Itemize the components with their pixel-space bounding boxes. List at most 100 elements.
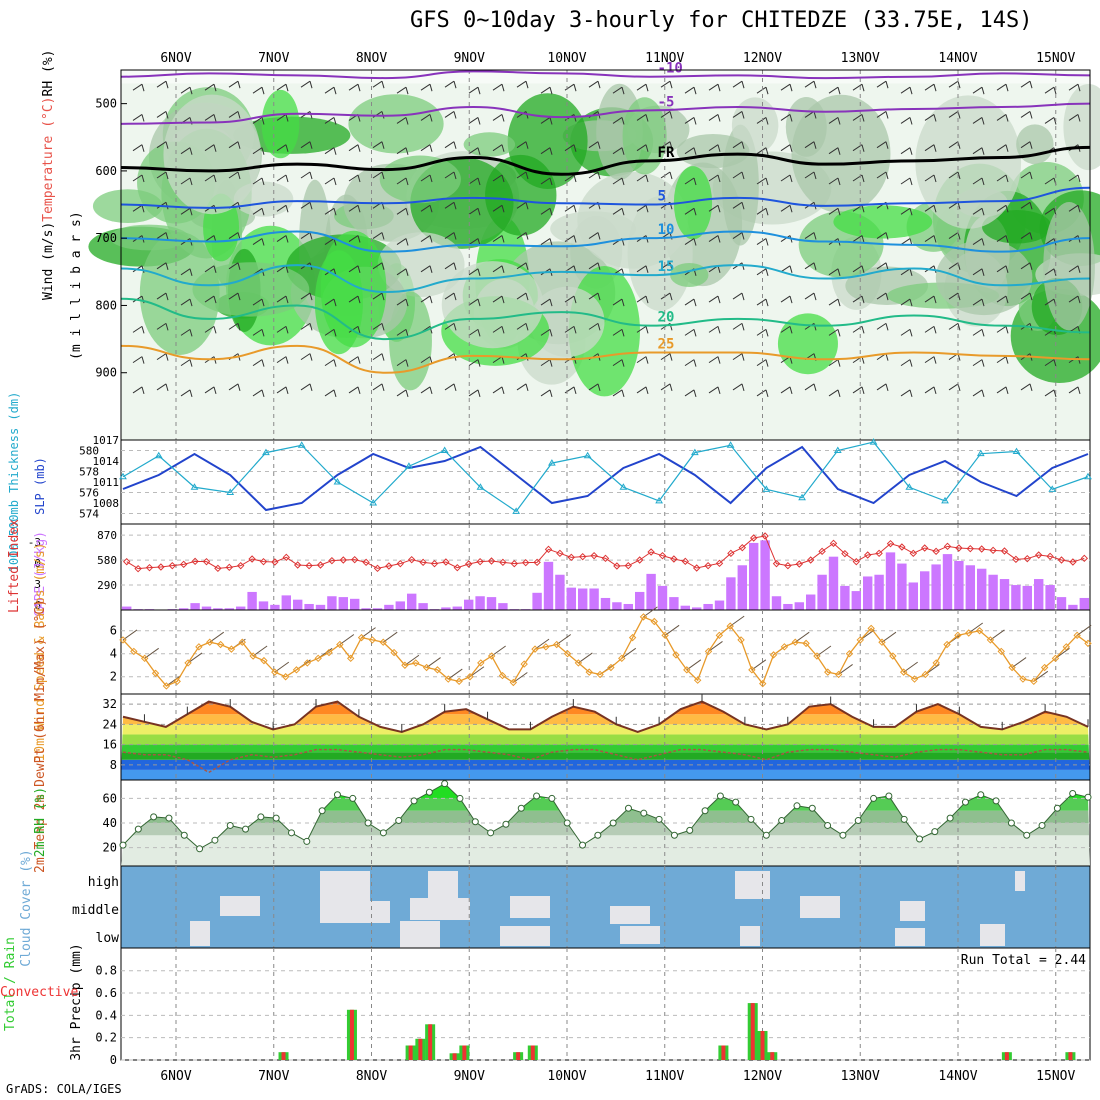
precip-panel: 0.8 0.6 0.4 0.2 0 Run Total = 2.44 3hr Precip … <box>0 937 1091 1084</box>
wind-barb <box>636 83 647 91</box>
wind-barb <box>1068 114 1079 121</box>
wind-barb <box>588 322 599 330</box>
wind-barb-feather <box>1029 111 1033 119</box>
wind-barb-feather <box>621 359 625 367</box>
wind-barb-feather <box>1053 117 1057 125</box>
wind-barb <box>684 238 695 245</box>
wind-barb-feather <box>837 268 841 276</box>
wind-speed-point <box>1084 639 1092 648</box>
lifted-index-point <box>1057 556 1066 564</box>
cape-bar <box>1011 585 1021 610</box>
cloud-panel: high middle low Cloud Cover (%) <box>19 849 1091 967</box>
lifted-index-point <box>955 544 963 552</box>
wind-barb <box>348 356 359 364</box>
wind-barb <box>228 171 239 179</box>
wind-barb <box>324 328 335 336</box>
rh-cell <box>1016 124 1054 165</box>
wind-barb <box>156 353 167 361</box>
wind-speed-point <box>346 654 355 663</box>
wind-barb-feather <box>909 389 913 398</box>
lifted-index-point <box>453 563 462 572</box>
wind-barb <box>276 325 287 333</box>
thickness-point <box>1048 485 1057 492</box>
wind-barb <box>252 298 263 306</box>
wind-tick: 2 <box>110 670 117 684</box>
wind-barb-feather <box>957 81 961 89</box>
top-day-label: 6NOV <box>160 51 191 66</box>
wind-barb <box>204 144 215 152</box>
wind-barb-feather <box>693 298 697 307</box>
wind-barb <box>492 204 503 212</box>
rh-point <box>1084 793 1092 801</box>
temp-band <box>121 704 1090 715</box>
top-day-label: 8NOV <box>356 51 387 66</box>
wind-barb-feather <box>285 326 289 334</box>
cloud-clear-cell <box>500 926 550 946</box>
wind-barb-feather <box>765 177 769 186</box>
cape-bar <box>783 603 793 610</box>
wind-barb <box>372 262 383 270</box>
wind-barb-feather <box>1005 114 1009 122</box>
wind-barb-feather <box>669 292 673 301</box>
thickness-point <box>869 438 878 445</box>
wind-barb-feather <box>501 295 505 304</box>
rh-cell <box>833 205 933 239</box>
wind-barb-feather <box>789 144 793 152</box>
rh-point <box>487 829 495 837</box>
lifted-index-point <box>692 564 701 572</box>
wind-speed-point <box>520 660 528 668</box>
cape-bar <box>122 606 132 610</box>
wind-barb <box>972 147 983 155</box>
lifted-index-line <box>126 535 1085 570</box>
wind-barb-feather <box>933 295 937 304</box>
wind-barb-feather <box>213 174 217 183</box>
wind-barb <box>228 383 239 391</box>
wind-barb-feather <box>693 117 697 125</box>
lifted-index-point <box>909 549 918 558</box>
thickness-point <box>762 485 771 492</box>
wind-barb-feather <box>333 298 337 307</box>
wind-barb <box>420 114 431 121</box>
wind-barb-feather <box>477 87 481 95</box>
wind-barb-feather <box>453 292 457 301</box>
wind-barb <box>900 147 911 155</box>
wind-barb-feather <box>861 84 865 92</box>
wind-barb-feather <box>933 84 937 92</box>
wind-barb-feather <box>597 81 601 89</box>
wind-barb <box>300 353 311 361</box>
wind-barb-feather <box>1077 84 1081 92</box>
wind-barb-feather <box>957 323 961 331</box>
wind-barb <box>492 265 503 273</box>
wind-barb-feather <box>909 147 913 155</box>
lifted-index-point <box>704 561 712 570</box>
wind-barb-feather <box>333 208 337 216</box>
wind-barb <box>636 356 647 364</box>
wind-barb-feather <box>669 232 673 240</box>
wind-barb <box>228 292 239 300</box>
cloud-clear-cell <box>410 898 470 920</box>
cape-bar <box>954 560 964 610</box>
wind-barb <box>828 328 839 336</box>
wind-speed-point <box>238 638 246 646</box>
wind-barb-feather <box>501 144 505 152</box>
bottom-day-label: 11NOV <box>645 1069 684 1084</box>
top-day-label: 13NOV <box>841 51 880 66</box>
wind-barb <box>156 141 167 149</box>
wind-barb <box>1044 177 1055 185</box>
thickness-tick: 576 <box>79 487 99 500</box>
wind-barb-feather <box>837 117 841 125</box>
wind-barb-feather <box>621 117 625 125</box>
lifted-index-point <box>214 564 222 573</box>
wind-barb-feather <box>309 202 313 210</box>
cape-bar <box>897 563 907 610</box>
wind-barb-feather <box>477 147 481 155</box>
wind-barb-feather <box>837 147 841 155</box>
rh-cell <box>463 132 516 157</box>
wind-barb <box>684 207 695 215</box>
cape-bar <box>726 577 736 610</box>
wind-barb-feather <box>405 238 409 246</box>
wind-barb-feather <box>1077 114 1081 122</box>
wind-barb <box>132 356 143 364</box>
wind-barb <box>876 232 887 239</box>
wind-barb-feather <box>741 232 745 240</box>
